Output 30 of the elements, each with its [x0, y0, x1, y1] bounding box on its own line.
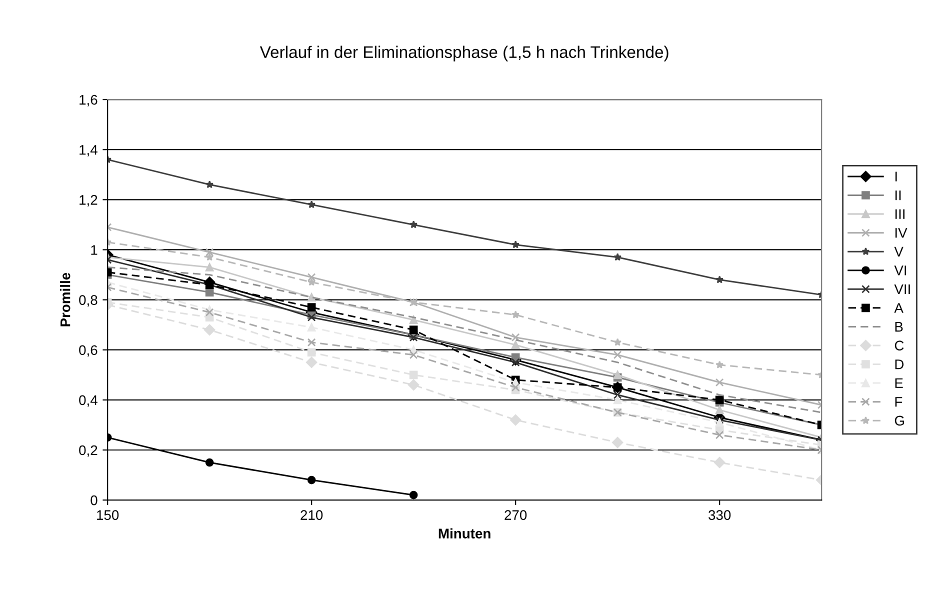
- y-tick-label: 0,2: [79, 445, 98, 457]
- x-tick-label: 210: [300, 510, 323, 520]
- legend-label: E: [895, 378, 903, 388]
- legend-label: VI: [894, 266, 906, 276]
- legend-label: I: [895, 172, 897, 182]
- legend-label: C: [894, 340, 904, 350]
- y-tick-label: 0,6: [79, 345, 98, 357]
- y-tick-label: 0,4: [79, 395, 98, 407]
- legend-label: F: [895, 397, 902, 407]
- legend-label: IV: [895, 228, 908, 238]
- x-tick-label: 270: [504, 510, 527, 520]
- legend-label: III: [895, 209, 904, 219]
- legend-label: G: [894, 416, 904, 426]
- chart-title: Verlauf in der Eliminationsphase (1,5 h nach Trinkende): [260, 46, 668, 62]
- y-axis-title: Promille: [60, 272, 70, 326]
- legend-label: D: [895, 360, 904, 370]
- y-tick-label: 1,6: [80, 94, 98, 106]
- legend-label: B: [895, 322, 903, 332]
- y-tick-label: 0,8: [79, 295, 98, 307]
- legend-label: V: [894, 246, 904, 256]
- y-tick-label: 1: [91, 245, 98, 255]
- x-tick-label: 150: [97, 510, 119, 520]
- x-tick-label: 330: [708, 510, 731, 520]
- legend-label: A: [894, 303, 904, 313]
- legend-label: II: [895, 190, 901, 200]
- y-tick-label: 0: [90, 495, 98, 506]
- x-axis-title: Minuten: [438, 528, 490, 538]
- y-tick-label: 1,4: [80, 145, 98, 156]
- y-tick-label: 1,2: [80, 195, 98, 206]
- legend-label: VII: [894, 284, 910, 294]
